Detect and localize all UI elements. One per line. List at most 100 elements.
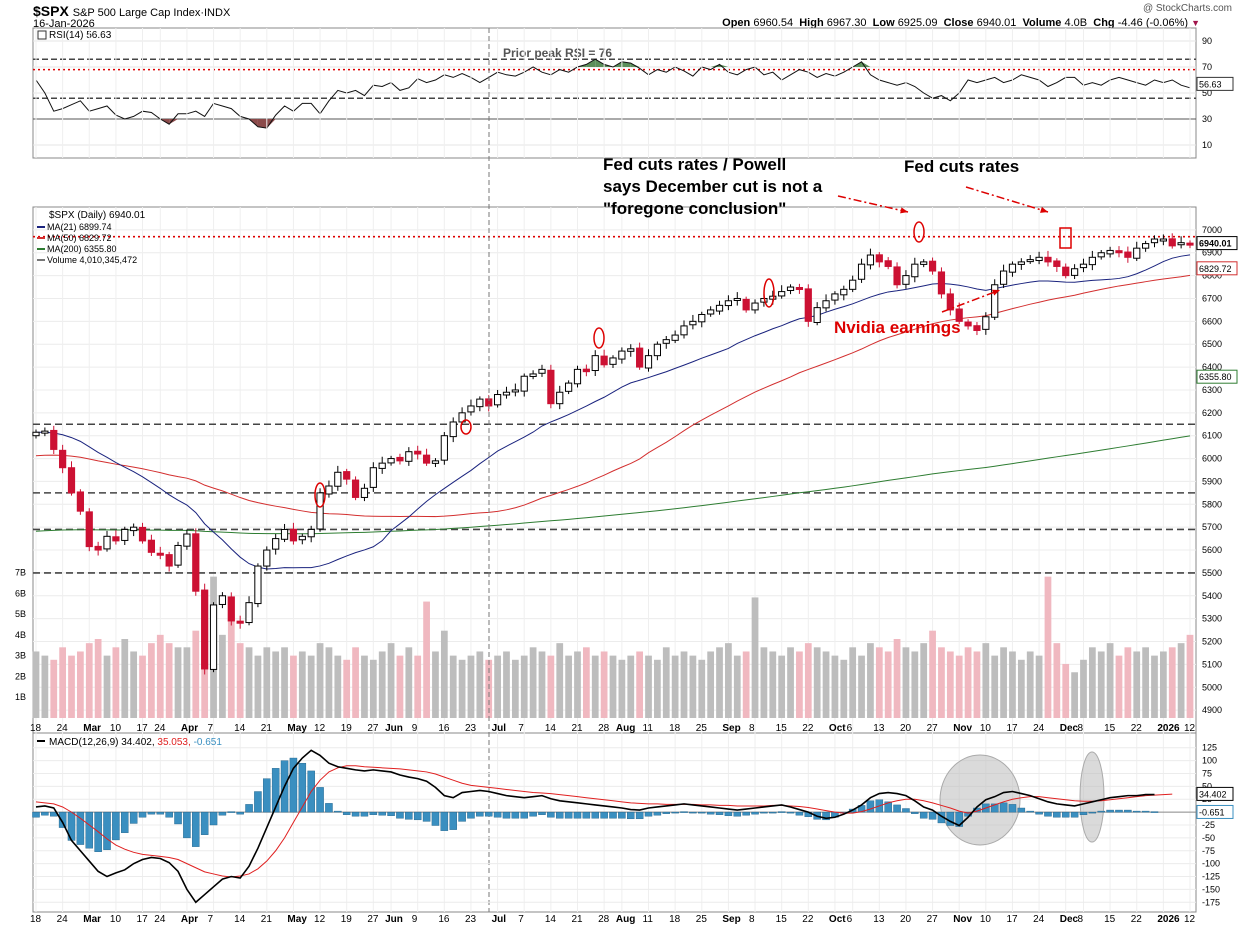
x-tick-label: Apr — [181, 723, 198, 734]
macd-histogram-bar — [138, 811, 147, 818]
candle-body — [813, 307, 821, 323]
open-value: 6960.54 — [753, 17, 794, 29]
volume-bar — [121, 639, 129, 718]
x-tick-label: 9 — [412, 723, 418, 734]
candle-body — [600, 355, 608, 366]
macd-legend-part: 34.402, — [121, 737, 157, 748]
macd-histogram-bar — [41, 811, 49, 816]
x-tick-label: 27 — [367, 723, 379, 734]
candle-body — [1035, 256, 1043, 262]
candle-body — [263, 549, 271, 567]
rsi-overbought-fill — [710, 64, 720, 67]
candle-body — [591, 355, 599, 372]
macd-histogram-bar — [1132, 810, 1141, 813]
candle-body — [999, 270, 1008, 285]
macd-histogram-bar — [1079, 811, 1088, 815]
volume-bar — [290, 655, 297, 718]
candle-body — [351, 479, 360, 498]
candle-body — [849, 279, 857, 290]
volume-bar — [50, 659, 58, 718]
macd-histogram-bar — [1035, 811, 1043, 815]
macd-histogram-bar — [884, 801, 892, 813]
candle-body — [254, 565, 262, 605]
price-tick-label: 6100 — [1202, 431, 1222, 441]
candle-body — [476, 398, 484, 408]
candle-body — [1168, 238, 1176, 247]
macd-legend-part: -0.651 — [194, 737, 223, 748]
volume-bar — [1000, 647, 1007, 718]
macd-tick-label: -75 — [1202, 846, 1215, 856]
candle-body — [937, 271, 946, 295]
candle-body — [707, 309, 715, 315]
event-marker — [763, 278, 775, 308]
candle-body — [1070, 268, 1079, 276]
volume-bar — [911, 651, 919, 718]
x-tick-label: 18 — [669, 914, 681, 925]
volume-bar — [822, 651, 830, 718]
volume-bar — [556, 643, 564, 718]
volume-bar — [1017, 659, 1025, 718]
candle-body — [130, 526, 138, 532]
macd-tick-label: 100 — [1202, 756, 1217, 766]
macd-histogram-bar — [715, 811, 724, 815]
price-tick-label: 5800 — [1202, 499, 1222, 509]
macd-histogram-bar — [369, 811, 378, 815]
macd-tick-label: 50 — [1202, 781, 1212, 791]
volume-bar — [769, 651, 777, 718]
macd-histogram-bar — [1106, 809, 1114, 813]
rsi-tick-label: 30 — [1202, 114, 1212, 124]
volume-bar — [884, 651, 892, 718]
candle-body — [511, 389, 519, 393]
candle-body — [627, 348, 635, 352]
macd-histogram-bar — [680, 811, 688, 813]
candle-body — [183, 533, 191, 547]
x-tick-label: 19 — [341, 914, 353, 925]
candle-body — [751, 302, 759, 311]
x-tick-label: May — [287, 914, 307, 925]
rsi-oversold-fill — [266, 119, 276, 129]
volume-bar — [219, 634, 226, 718]
x-tick-label: Apr — [181, 914, 198, 925]
rsi-line — [35, 58, 1191, 129]
x-tick-label: 28 — [598, 723, 610, 734]
volume-bar — [867, 643, 874, 718]
x-tick-label: Jul — [492, 914, 507, 925]
x-tick-label: 27 — [927, 914, 939, 925]
x-tick-label: 21 — [571, 914, 583, 925]
macd-tick-label: -150 — [1202, 884, 1220, 894]
candle-body — [32, 431, 40, 437]
x-tick-label: 16 — [438, 914, 450, 925]
volume-bar — [609, 655, 617, 718]
macd-histogram-bar — [742, 811, 750, 816]
macd-histogram-bar — [1124, 809, 1132, 813]
volume-bar — [991, 655, 999, 718]
volume-bar — [760, 647, 768, 718]
volume-bar — [103, 655, 111, 718]
candle-body — [733, 297, 741, 301]
macd-histogram-bar — [955, 811, 963, 827]
macd-histogram-bar — [129, 811, 138, 824]
macd-histogram-bar — [405, 811, 413, 820]
macd-histogram-bar — [653, 811, 662, 816]
macd-histogram-bar — [289, 757, 298, 813]
x-tick-label: 12 — [314, 914, 326, 925]
candle-body — [449, 421, 457, 438]
macd-tick-label: 75 — [1202, 768, 1212, 778]
candle-body — [1088, 256, 1096, 266]
annotation-december-cut: says December cut is not a — [603, 177, 823, 196]
macd-histogram-bar — [1088, 811, 1097, 814]
price-tick-label: 6800 — [1202, 271, 1222, 281]
volume-bar — [725, 643, 732, 718]
volume-bar — [440, 630, 448, 718]
volume-bar — [796, 651, 803, 718]
x-tick-label: Dec — [1060, 914, 1079, 925]
price-tick-label: 5400 — [1202, 591, 1222, 601]
price-legend-entry: MA(200) 6355.80 — [47, 244, 117, 254]
rsi-oversold-fill — [257, 119, 267, 129]
volume-bar — [787, 647, 794, 718]
x-tick-label: Nov — [953, 914, 972, 925]
x-tick-label: 15 — [776, 914, 788, 925]
candle-body — [991, 284, 999, 318]
volume-bar — [281, 647, 288, 718]
volume-bar — [236, 643, 244, 718]
